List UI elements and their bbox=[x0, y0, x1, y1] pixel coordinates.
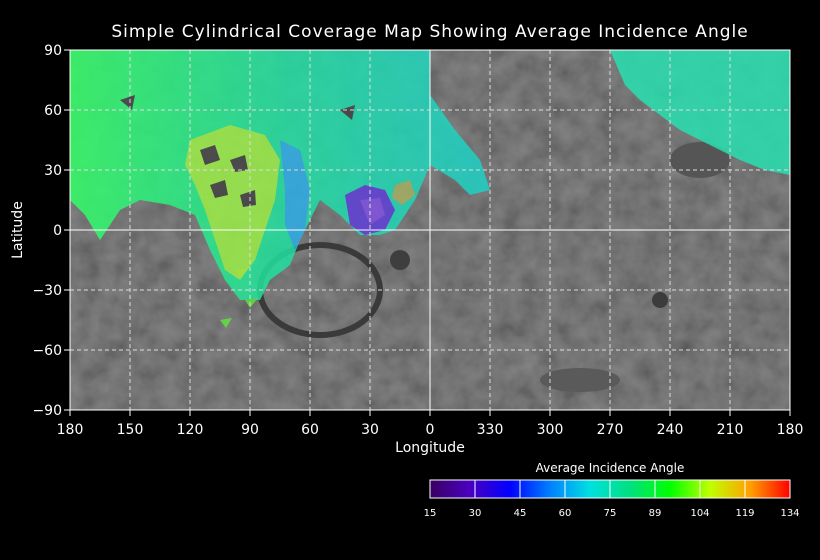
y-axis-ticks: 90 60 30 0 −30 −60 −90 bbox=[32, 43, 70, 419]
x-tick-label: 90 bbox=[241, 422, 259, 438]
x-axis-label: Longitude bbox=[395, 440, 465, 456]
y-tick-label: −90 bbox=[32, 403, 62, 419]
y-axis-label: Latitude bbox=[10, 201, 26, 259]
legend-tick-label: 119 bbox=[735, 508, 754, 519]
y-tick-label: 90 bbox=[44, 43, 62, 59]
legend-tick-label: 134 bbox=[780, 508, 799, 519]
legend-frame bbox=[429, 479, 791, 499]
legend-tick-label: 75 bbox=[604, 508, 617, 519]
x-tick-label: 240 bbox=[657, 422, 684, 438]
color-legend: Average Incidence Angle 15 30 45 60 75 89 104 1… bbox=[424, 461, 800, 519]
legend-ticks: 15 30 45 60 75 89 104 119 134 bbox=[424, 480, 800, 519]
x-tick-label: 180 bbox=[777, 422, 804, 438]
grid-lines bbox=[70, 50, 790, 410]
legend-tick-label: 15 bbox=[424, 508, 437, 519]
x-tick-label: 270 bbox=[597, 422, 624, 438]
x-tick-label: 120 bbox=[177, 422, 204, 438]
x-tick-label: 150 bbox=[117, 422, 144, 438]
x-tick-label: 210 bbox=[717, 422, 744, 438]
x-tick-label: 0 bbox=[426, 422, 435, 438]
legend-tick-label: 45 bbox=[514, 508, 527, 519]
y-tick-label: 30 bbox=[44, 163, 62, 179]
legend-tick-label: 30 bbox=[469, 508, 482, 519]
x-tick-label: 60 bbox=[301, 422, 319, 438]
y-tick-label: −30 bbox=[32, 283, 62, 299]
y-tick-label: 0 bbox=[53, 223, 62, 239]
x-tick-label: 300 bbox=[537, 422, 564, 438]
map-title: Simple Cylindrical Coverage Map Showing … bbox=[111, 22, 749, 42]
legend-tick-label: 89 bbox=[649, 508, 662, 519]
y-tick-label: −60 bbox=[32, 343, 62, 359]
legend-tick-label: 104 bbox=[690, 508, 709, 519]
x-tick-label: 30 bbox=[361, 422, 379, 438]
legend-tick-label: 60 bbox=[559, 508, 572, 519]
legend-title: Average Incidence Angle bbox=[536, 461, 685, 475]
coverage-overlay bbox=[70, 50, 790, 328]
x-tick-label: 330 bbox=[477, 422, 504, 438]
x-axis-ticks: 180 150 120 90 60 30 0 330 300 270 240 210 180 bbox=[57, 410, 804, 438]
y-tick-label: 60 bbox=[44, 103, 62, 119]
x-tick-label: 180 bbox=[57, 422, 84, 438]
